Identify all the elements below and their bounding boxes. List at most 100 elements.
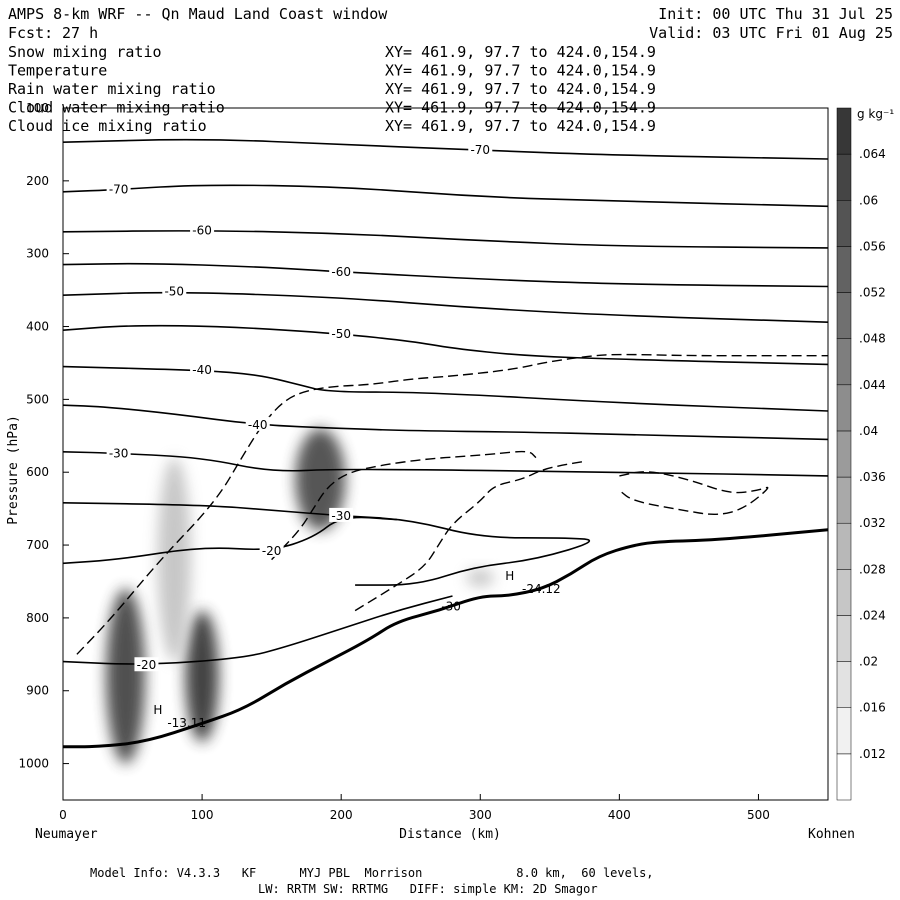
contour-label-bg	[190, 222, 215, 237]
contour-label-bg	[245, 416, 270, 431]
extremum-annotation: -30	[441, 600, 461, 614]
legend-field-xy: XY= 461.9, 97.7 to 424.0,154.9	[385, 62, 656, 80]
colorbar-swatch	[836, 153, 852, 201]
x-tick-label: 500	[747, 808, 770, 822]
contour-label-bg	[106, 181, 131, 196]
legend-field-name: Snow mixing ratio	[8, 43, 162, 61]
snow-contour	[76, 353, 828, 655]
contour-label-bg	[106, 445, 131, 460]
contour-label-bg	[190, 362, 215, 377]
colorbar-swatch	[836, 661, 852, 708]
forecast-label: Fcst:	[8, 24, 53, 42]
colorbar-swatch	[836, 292, 852, 339]
temperature-contour	[63, 230, 828, 249]
colorbar-swatch	[836, 430, 852, 478]
terrain-line	[63, 528, 828, 749]
colorbar-tick-label: .036	[859, 470, 886, 484]
colorbar-tick-label: .056	[859, 239, 886, 253]
forecast-hour: 27 h	[62, 24, 98, 42]
legend-field-xy: XY= 461.9, 97.7 to 424.0,154.9	[385, 43, 656, 61]
contour-label: -60	[192, 223, 212, 237]
temperature-contour	[63, 404, 828, 441]
colorbar-swatch	[836, 753, 852, 801]
plot-frame	[62, 107, 829, 801]
contour-label-bg	[329, 507, 354, 522]
colorbar-swatch	[836, 707, 852, 755]
contour-label: -70	[470, 143, 490, 157]
model-info-line1: Model Info: V4.3.3 KF MYJ PBL Morrison 8…	[90, 866, 654, 880]
model-info-line2: LW: RRTM SW: RRTMG DIFF: simple KM: 2D S…	[258, 882, 598, 896]
legend-field-name: Rain water mixing ratio	[8, 80, 216, 98]
cloud-ice-shading	[106, 588, 146, 764]
x-tick-label: 0	[59, 808, 67, 822]
colorbar-swatch	[836, 476, 852, 524]
init-time: Init: 00 UTC Thu 31 Jul 25	[658, 5, 893, 23]
colorbar-swatch	[836, 200, 852, 247]
cloud-ice-shading	[185, 610, 219, 742]
temperature-contour	[63, 595, 453, 665]
temperature-contour	[63, 365, 828, 412]
snow-contour	[271, 450, 537, 561]
x-tick-label: 300	[469, 808, 492, 822]
extremum-annotation: H	[505, 569, 514, 583]
contour-label: -20	[137, 658, 157, 672]
colorbar-tick-label: .012	[859, 747, 886, 761]
axes: 100 200 300 400 500 600 700 800 900 1000 0 100 200 30…	[18, 101, 769, 822]
y-axis-label: Pressure (hPa)	[6, 415, 21, 525]
contour-label-bg	[134, 657, 159, 672]
colorbar-swatch	[836, 569, 852, 616]
colorbar-tick-label: .028	[859, 562, 886, 576]
y-tick-label: 800	[26, 611, 49, 625]
x-start-label: Neumayer	[35, 827, 98, 842]
y-tick-label: 100	[26, 101, 49, 115]
colorbar-swatch	[836, 338, 852, 386]
legend-field-name: Cloud ice mixing ratio	[8, 117, 207, 135]
colorbar-tick-label: .06	[859, 193, 878, 207]
x-tick-label: 100	[191, 808, 214, 822]
temperature-contour	[63, 138, 828, 160]
x-tick-label: 200	[330, 808, 353, 822]
colorbar-tick-label: .052	[859, 286, 886, 300]
contour-label-bg	[259, 542, 284, 557]
field-legend: Snow mixing ratio XY= 461.9, 97.7 to 424.…	[8, 43, 656, 135]
contour-label: -40	[248, 418, 268, 432]
x-tick-label: 400	[608, 808, 631, 822]
legend-field-name: Temperature	[8, 62, 107, 80]
colorbar: .012 .016 .02 .024 .028 .032 .036 .04 .044 .048 .0…	[836, 107, 894, 801]
plot-area: -70 -70 -60 -60 -50 -50 -40 -40 -30 -30 -20 -20 H -13…	[62, 107, 829, 801]
colorbar-swatch	[836, 384, 852, 432]
snow-contour	[354, 460, 585, 612]
colorbar-unit: g kg⁻¹	[857, 107, 894, 121]
extremum-annotation: -13.11	[167, 716, 206, 730]
y-tick-label: 900	[26, 684, 49, 698]
colorbar-tick-label: .032	[859, 516, 886, 530]
temperature-contour	[63, 184, 828, 208]
contour-label-bg	[329, 325, 354, 340]
contour-label: -60	[331, 265, 351, 279]
colorbar-swatch	[836, 107, 852, 155]
colorbar-swatch	[836, 246, 852, 293]
y-tick-label: 500	[26, 392, 49, 406]
contour-label: -40	[192, 363, 212, 377]
colorbar-tick-label: .02	[859, 655, 878, 669]
extremum-annotation: H	[153, 703, 162, 717]
temperature-contour	[63, 516, 397, 565]
y-tick-label: 300	[26, 247, 49, 261]
y-tick-label: 600	[26, 465, 49, 479]
cloud-ice-shading	[295, 428, 346, 531]
colorbar-tick-label: .016	[859, 701, 886, 715]
cloud-ice-shading	[466, 569, 495, 587]
y-tick-label: 700	[26, 538, 49, 552]
temperature-contour	[63, 451, 828, 477]
colorbar-tick-label: .048	[859, 332, 886, 346]
contour-label-bg	[162, 283, 187, 298]
contour-label: -70	[109, 183, 129, 197]
contour-label: -50	[331, 327, 351, 341]
x-end-label: Kohnen	[808, 827, 855, 842]
contour-label-bg	[329, 263, 354, 278]
colorbar-swatch	[836, 522, 852, 570]
contour-label: -50	[164, 285, 184, 299]
extremum-annotation: -24.12	[522, 582, 561, 596]
y-tick-label: 200	[26, 174, 49, 188]
